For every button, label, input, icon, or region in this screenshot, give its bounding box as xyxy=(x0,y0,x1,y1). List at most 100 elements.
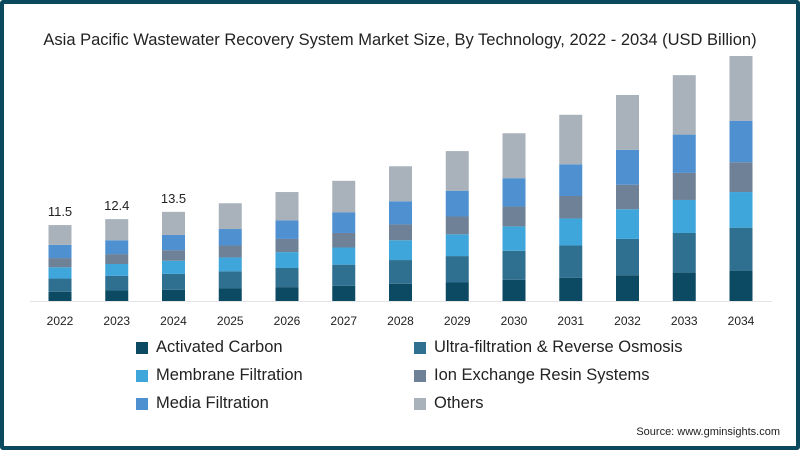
bar-segment-ultra-filtration-reverse-osmosis-2034 xyxy=(729,227,753,271)
bar-segment-ultra-filtration-reverse-osmosis-2033 xyxy=(672,232,696,273)
bar-segment-membrane-filtration-2029 xyxy=(445,234,469,257)
bar-segment-ultra-filtration-reverse-osmosis-2032 xyxy=(616,238,639,276)
legend-swatch xyxy=(414,397,426,410)
bar-segment-others-2029 xyxy=(445,151,469,191)
bar-segment-activated-carbon-2026 xyxy=(275,287,299,301)
bar-segment-media-filtration-2029 xyxy=(445,190,469,217)
bar-segment-others-2025 xyxy=(218,203,242,230)
bar-segment-media-filtration-2026 xyxy=(275,220,299,239)
bar-segment-others-2023 xyxy=(105,219,129,241)
legend-label: Membrane Filtration xyxy=(156,366,303,384)
bar-segment-media-filtration-2027 xyxy=(332,212,356,233)
x-tick-label: 2032 xyxy=(614,314,641,328)
bar-segment-activated-carbon-2027 xyxy=(332,285,356,301)
bar-segment-ultra-filtration-reverse-osmosis-2030 xyxy=(502,250,526,280)
legend-item: Ion Exchange Resin Systems xyxy=(414,366,650,385)
bar-segment-others-2033 xyxy=(672,75,696,135)
bar-segment-ultra-filtration-reverse-osmosis-2029 xyxy=(445,256,469,283)
x-tick-label: 2027 xyxy=(330,314,357,328)
source-note: Source: www.gminsights.com xyxy=(636,426,780,438)
bar-segment-ion-exchange-resin-systems-2031 xyxy=(559,196,583,219)
bar-segment-media-filtration-2028 xyxy=(389,201,412,225)
bar-segment-media-filtration-2030 xyxy=(502,178,526,207)
bar-segment-others-2024 xyxy=(162,211,185,235)
legend-item: Activated Carbon xyxy=(136,338,283,357)
bar-segment-membrane-filtration-2032 xyxy=(616,209,639,239)
bar-segment-membrane-filtration-2030 xyxy=(502,226,526,251)
legend-item: Ultra-filtration & Reverse Osmosis xyxy=(414,338,682,357)
bar-segment-membrane-filtration-2027 xyxy=(332,247,356,265)
bar-segment-others-2026 xyxy=(275,192,299,221)
bar-segment-activated-carbon-2028 xyxy=(389,283,412,301)
bar-segment-others-2034 xyxy=(729,56,753,121)
legend-swatch xyxy=(136,397,148,410)
chart-title: Asia Pacific Wastewater Recovery System … xyxy=(43,31,757,49)
legend-swatch xyxy=(414,369,426,382)
bar-segment-media-filtration-2033 xyxy=(672,134,696,173)
bar-segment-membrane-filtration-2033 xyxy=(672,199,696,233)
bar-segment-activated-carbon-2034 xyxy=(729,270,753,301)
bar-segment-ultra-filtration-reverse-osmosis-2024 xyxy=(162,273,185,290)
x-tick-label: 2031 xyxy=(557,314,584,328)
bar-segment-activated-carbon-2031 xyxy=(559,277,583,301)
bar-segment-ultra-filtration-reverse-osmosis-2026 xyxy=(275,267,299,288)
legend-label: Ion Exchange Resin Systems xyxy=(434,366,650,384)
legend-swatch xyxy=(136,369,148,382)
bar-segment-activated-carbon-2022 xyxy=(48,291,72,301)
bar-segment-ultra-filtration-reverse-osmosis-2022 xyxy=(48,278,72,292)
bar-segment-others-2030 xyxy=(502,133,526,179)
bar-segment-media-filtration-2025 xyxy=(218,229,242,246)
bar-segment-ion-exchange-resin-systems-2022 xyxy=(48,258,72,268)
bar-segment-ion-exchange-resin-systems-2033 xyxy=(672,172,696,200)
bar-segment-media-filtration-2031 xyxy=(559,164,583,196)
bar-segment-ion-exchange-resin-systems-2034 xyxy=(729,162,753,193)
bar-segment-activated-carbon-2030 xyxy=(502,279,526,301)
bar-segment-ultra-filtration-reverse-osmosis-2023 xyxy=(105,275,129,291)
bar-segment-activated-carbon-2029 xyxy=(445,282,469,301)
legend-swatch xyxy=(136,341,148,354)
data-label: 11.5 xyxy=(48,204,72,219)
bar-segment-ultra-filtration-reverse-osmosis-2031 xyxy=(559,245,583,278)
bar-segment-ion-exchange-resin-systems-2023 xyxy=(105,254,129,265)
bar-segment-activated-carbon-2023 xyxy=(105,290,129,301)
legend-item: Membrane Filtration xyxy=(136,366,303,385)
bar-segment-activated-carbon-2032 xyxy=(616,275,639,301)
x-tick-label: 2022 xyxy=(47,314,74,328)
legend-swatch xyxy=(414,341,426,354)
bar-segment-membrane-filtration-2025 xyxy=(218,257,242,272)
legend-label: Others xyxy=(434,394,484,412)
legend-item: Others xyxy=(414,394,484,413)
bar-segment-others-2031 xyxy=(559,114,583,165)
legend-label: Ultra-filtration & Reverse Osmosis xyxy=(434,338,683,356)
x-tick-label: 2034 xyxy=(728,314,755,328)
legend-label: Media Filtration xyxy=(156,394,269,412)
bar-segment-ion-exchange-resin-systems-2026 xyxy=(275,238,299,253)
bar-segment-others-2027 xyxy=(332,180,356,213)
bar-segment-others-2032 xyxy=(616,94,639,150)
bar-segment-ultra-filtration-reverse-osmosis-2027 xyxy=(332,264,356,286)
bar-segment-ion-exchange-resin-systems-2024 xyxy=(162,250,185,261)
x-tick-label: 2028 xyxy=(387,314,414,328)
bar-segment-ion-exchange-resin-systems-2032 xyxy=(616,184,639,210)
legend-item: Media Filtration xyxy=(136,394,269,413)
bar-segment-media-filtration-2024 xyxy=(162,234,185,251)
bar-segment-others-2028 xyxy=(389,166,412,202)
bar-segment-membrane-filtration-2022 xyxy=(48,267,72,279)
bar-segment-activated-carbon-2024 xyxy=(162,289,185,301)
x-tick-label: 2030 xyxy=(501,314,528,328)
bar-segment-membrane-filtration-2024 xyxy=(162,260,185,274)
bar-segment-ion-exchange-resin-systems-2027 xyxy=(332,232,356,248)
bar-segment-ion-exchange-resin-systems-2028 xyxy=(389,224,412,241)
bar-segment-ion-exchange-resin-systems-2030 xyxy=(502,206,526,227)
bar-segment-ultra-filtration-reverse-osmosis-2028 xyxy=(389,260,412,284)
data-label: 12.4 xyxy=(104,198,129,213)
bar-segment-media-filtration-2023 xyxy=(105,240,129,255)
bar-segment-membrane-filtration-2031 xyxy=(559,218,583,246)
bar-segment-media-filtration-2022 xyxy=(48,244,72,259)
bar-segment-ion-exchange-resin-systems-2029 xyxy=(445,216,469,235)
bar-segment-activated-carbon-2033 xyxy=(672,272,696,301)
x-tick-label: 2023 xyxy=(103,314,130,328)
x-tick-label: 2025 xyxy=(217,314,244,328)
